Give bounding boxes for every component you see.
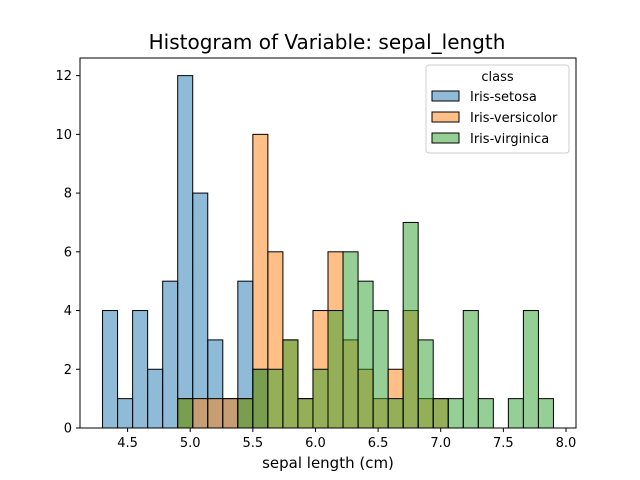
y-tick-label: 8 (64, 187, 72, 202)
legend-label: Iris-virginica (470, 132, 549, 147)
x-tick-label: 5.5 (243, 436, 264, 451)
x-tick-label: 4.5 (117, 436, 138, 451)
x-tick-label: 6.5 (368, 436, 389, 451)
histogram-bar (537, 398, 554, 429)
histogram-bar (237, 398, 254, 429)
histogram-bar (447, 398, 464, 429)
y-tick-label: 4 (64, 304, 72, 319)
histogram-bar (117, 398, 134, 429)
histogram-bar (282, 339, 299, 429)
y-tick-label: 2 (64, 363, 72, 378)
x-axis-title: sepal length (cm) (262, 454, 394, 472)
histogram-bar (372, 310, 389, 429)
x-tick-label: 5.0 (180, 436, 201, 451)
histogram-bar (132, 310, 149, 429)
histogram-bar (252, 368, 269, 429)
histogram-bar (147, 368, 164, 429)
histogram-bar (162, 280, 179, 429)
histogram-bar (477, 398, 494, 429)
y-axis: 0 2 4 6 8 10 12 (55, 69, 80, 437)
x-tick-label: 6.0 (305, 436, 326, 451)
legend-label: Iris-versicolor (470, 111, 558, 126)
histogram-bar (327, 310, 344, 429)
histogram-bar (432, 398, 449, 429)
plot-area (79, 57, 577, 429)
histogram-bar (192, 192, 209, 429)
histogram-bar (507, 398, 524, 429)
x-tick-label: 7.0 (430, 436, 451, 451)
histogram-bar (207, 398, 224, 429)
series-2-bars (177, 221, 554, 429)
x-tick-label: 8.0 (556, 436, 577, 451)
histogram-bar (462, 310, 479, 429)
histogram-bar (387, 398, 404, 429)
y-tick-label: 12 (55, 69, 72, 84)
histogram-bar (342, 251, 359, 429)
histogram-bar (222, 398, 239, 429)
y-tick-label: 6 (64, 245, 72, 260)
histogram-bar (417, 339, 434, 429)
chart-title: Histogram of Variable: sepal_length (149, 30, 506, 54)
legend-title: class (481, 70, 513, 85)
histogram-bar (402, 221, 419, 429)
histogram-bar (177, 75, 194, 429)
histogram-bar (312, 368, 329, 429)
histogram-bar (297, 398, 314, 429)
series-0-bars (102, 75, 269, 429)
legend-swatch (431, 111, 460, 123)
histogram-bar (522, 310, 539, 429)
x-axis: 4.5 5.0 5.5 6.0 6.5 7.0 7.5 8.0 (117, 428, 576, 451)
legend-swatch (431, 132, 460, 144)
x-tick-label: 7.5 (493, 436, 514, 451)
histogram-bar (357, 280, 374, 429)
y-tick-label: 10 (55, 128, 72, 143)
histogram-bar (267, 368, 284, 429)
legend-box (425, 64, 570, 154)
legend-swatch (431, 90, 460, 102)
legend: class Iris-setosa Iris-versicolor Iris-virg… (425, 64, 570, 154)
histogram-bar (192, 398, 209, 429)
y-tick-label: 0 (64, 422, 72, 437)
histogram-bar (102, 310, 119, 429)
plot-frame (79, 57, 577, 429)
histogram-bar (177, 398, 194, 429)
legend-label: Iris-setosa (470, 90, 537, 105)
